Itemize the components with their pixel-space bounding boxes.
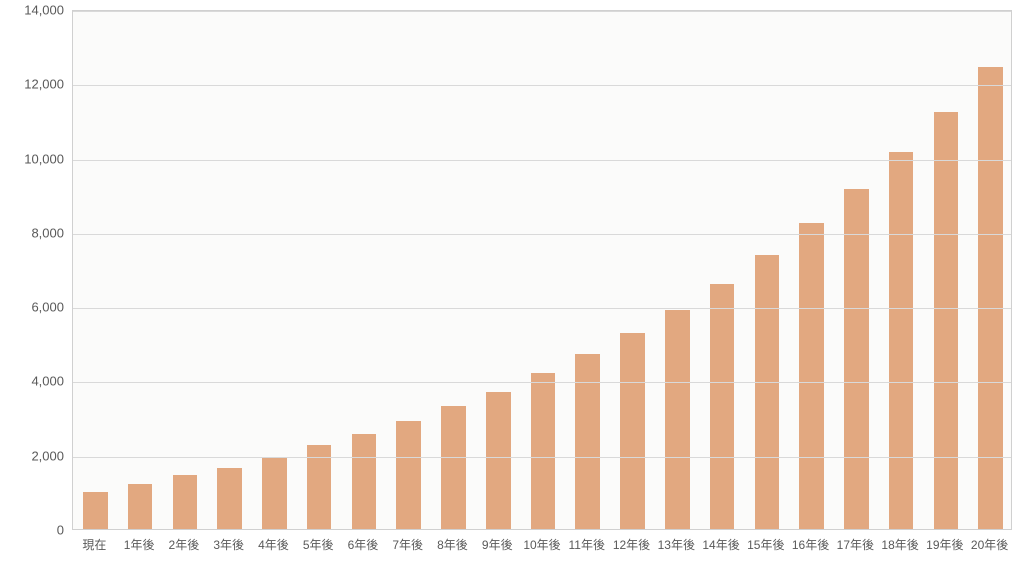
x-tick-label: 6年後	[348, 536, 379, 553]
gridline	[73, 160, 1011, 161]
y-tick-label: 0	[0, 523, 64, 538]
x-tick-label: 18年後	[881, 536, 918, 553]
bar	[352, 434, 377, 529]
bar	[889, 152, 914, 529]
bar	[710, 284, 735, 529]
x-tick-label: 8年後	[437, 536, 468, 553]
x-tick-label: 4年後	[258, 536, 289, 553]
x-tick-label: 2年後	[169, 536, 200, 553]
bar	[128, 484, 153, 529]
bars-layer	[73, 11, 1011, 529]
y-tick-label: 12,000	[0, 77, 64, 92]
x-tick-label: 14年後	[702, 536, 739, 553]
y-tick-label: 8,000	[0, 225, 64, 240]
bar	[83, 492, 108, 529]
chart-container: 02,0004,0006,0008,00010,00012,00014,000 …	[0, 0, 1024, 565]
gridline	[73, 308, 1011, 309]
bar	[755, 255, 780, 529]
x-tick-label: 5年後	[303, 536, 334, 553]
x-tick-label: 15年後	[747, 536, 784, 553]
x-tick-label: 3年後	[213, 536, 244, 553]
gridline	[73, 85, 1011, 86]
bar	[575, 354, 600, 529]
bar	[173, 475, 198, 529]
x-tick-label: 9年後	[482, 536, 513, 553]
y-tick-label: 6,000	[0, 300, 64, 315]
gridline	[73, 11, 1011, 12]
bar	[262, 457, 287, 529]
bar	[531, 373, 556, 529]
gridline	[73, 382, 1011, 383]
bar	[978, 67, 1003, 529]
bar	[665, 310, 690, 529]
x-tick-label: 7年後	[392, 536, 423, 553]
x-tick-label: 1年後	[124, 536, 155, 553]
x-tick-label: 12年後	[613, 536, 650, 553]
y-tick-label: 2,000	[0, 448, 64, 463]
gridline	[73, 457, 1011, 458]
bar	[217, 468, 242, 529]
x-tick-label: 13年後	[658, 536, 695, 553]
x-tick-label: 20年後	[971, 536, 1008, 553]
x-tick-label: 17年後	[837, 536, 874, 553]
y-tick-label: 10,000	[0, 151, 64, 166]
plot-area	[72, 10, 1012, 530]
x-tick-label: 現在	[82, 536, 106, 553]
bar	[396, 421, 421, 529]
bar	[620, 333, 645, 529]
x-tick-label: 19年後	[926, 536, 963, 553]
bar	[934, 112, 959, 529]
y-tick-label: 4,000	[0, 374, 64, 389]
y-tick-label: 14,000	[0, 3, 64, 18]
bar	[307, 445, 332, 529]
gridline	[73, 234, 1011, 235]
x-tick-label: 11年後	[569, 536, 605, 553]
x-tick-label: 10年後	[523, 536, 560, 553]
bar	[799, 223, 824, 529]
bar	[486, 392, 511, 529]
x-tick-label: 16年後	[792, 536, 829, 553]
bar	[844, 189, 869, 529]
bar	[441, 406, 466, 529]
